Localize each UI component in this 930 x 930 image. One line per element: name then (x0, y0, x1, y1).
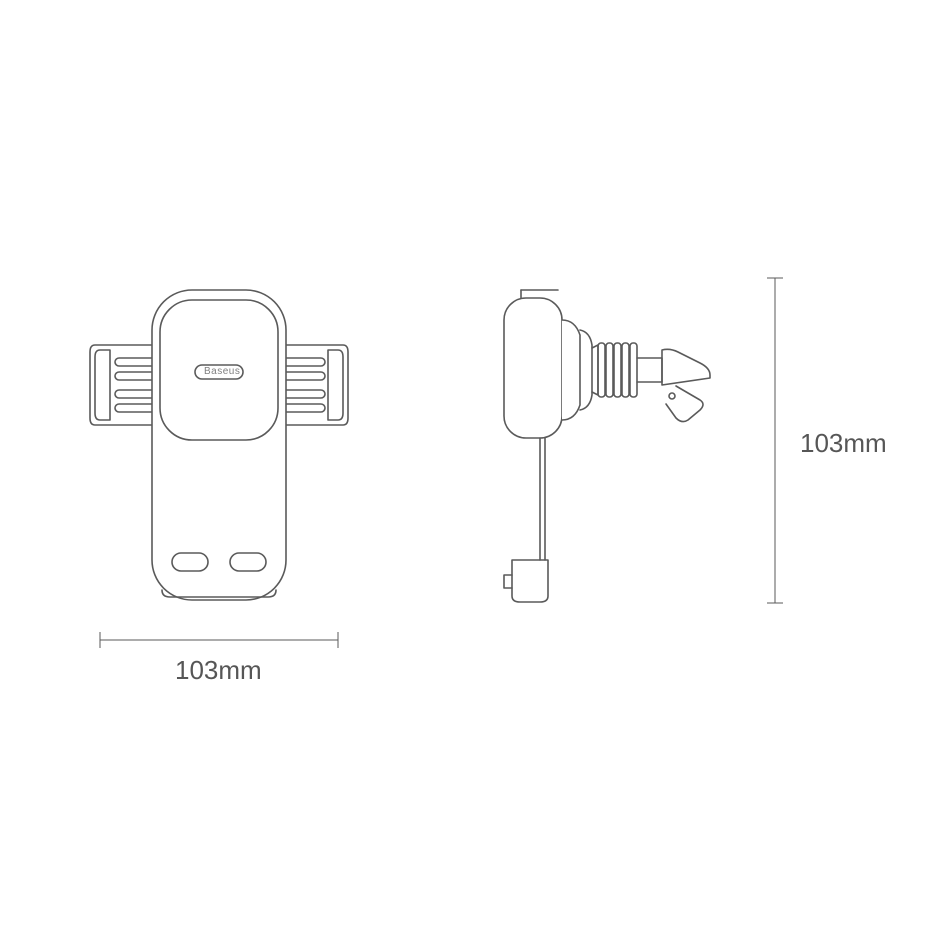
diagram-canvas: Baseus 103mm (0, 0, 930, 930)
height-dimension-line (0, 0, 930, 930)
height-dimension-label: 103mm (800, 428, 887, 459)
